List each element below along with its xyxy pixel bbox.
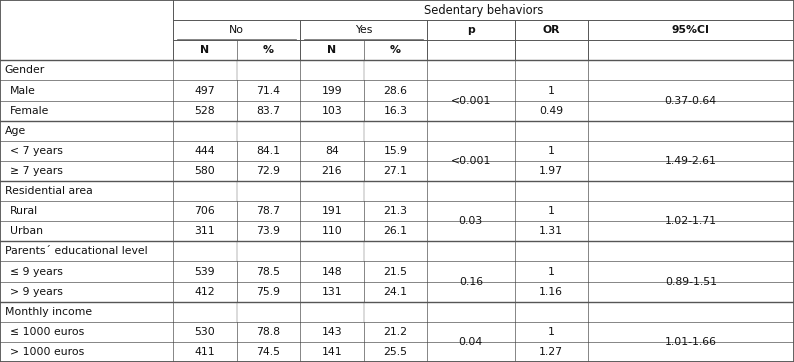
Text: 1.27: 1.27 xyxy=(539,347,563,357)
Text: > 9 years: > 9 years xyxy=(10,287,63,296)
Text: 497: 497 xyxy=(195,85,215,96)
Text: 1: 1 xyxy=(548,206,554,216)
Text: No: No xyxy=(229,25,244,35)
Text: 21.5: 21.5 xyxy=(384,266,407,277)
Text: 28.6: 28.6 xyxy=(384,85,407,96)
Text: <0.001: <0.001 xyxy=(451,96,491,106)
Text: N: N xyxy=(200,45,210,55)
Text: 0.37-0.64: 0.37-0.64 xyxy=(665,96,717,106)
Text: 95%CI: 95%CI xyxy=(672,25,710,35)
Text: 84.1: 84.1 xyxy=(256,146,280,156)
Text: 0.49: 0.49 xyxy=(539,106,563,115)
Text: 1.02-1.71: 1.02-1.71 xyxy=(665,216,717,226)
Text: 530: 530 xyxy=(195,327,215,337)
Text: Sedentary behaviors: Sedentary behaviors xyxy=(424,4,543,17)
Text: 1: 1 xyxy=(548,266,554,277)
Text: ≤ 1000 euros: ≤ 1000 euros xyxy=(10,327,84,337)
Text: 311: 311 xyxy=(195,226,215,236)
Text: Yes: Yes xyxy=(355,25,372,35)
Text: 444: 444 xyxy=(195,146,215,156)
Text: 24.1: 24.1 xyxy=(384,287,407,296)
Text: 74.5: 74.5 xyxy=(256,347,280,357)
Text: 15.9: 15.9 xyxy=(384,146,407,156)
Text: 72.9: 72.9 xyxy=(256,166,280,176)
Text: 0.89-1.51: 0.89-1.51 xyxy=(665,277,717,287)
Text: Monthly income: Monthly income xyxy=(5,307,92,317)
Text: 1.31: 1.31 xyxy=(539,226,563,236)
Text: 412: 412 xyxy=(195,287,215,296)
Text: Urban: Urban xyxy=(10,226,43,236)
Text: 1: 1 xyxy=(548,146,554,156)
Text: Female: Female xyxy=(10,106,49,115)
Text: Residential area: Residential area xyxy=(5,186,93,196)
Text: 0.16: 0.16 xyxy=(459,277,483,287)
Text: Parents´ educational level: Parents´ educational level xyxy=(5,247,148,256)
Text: 25.5: 25.5 xyxy=(384,347,407,357)
Text: 1.97: 1.97 xyxy=(539,166,563,176)
Text: 1: 1 xyxy=(548,85,554,96)
Text: ≤ 9 years: ≤ 9 years xyxy=(10,266,63,277)
Text: Rural: Rural xyxy=(10,206,37,216)
Text: 411: 411 xyxy=(195,347,215,357)
Text: 73.9: 73.9 xyxy=(256,226,280,236)
Text: N: N xyxy=(327,45,337,55)
Text: 27.1: 27.1 xyxy=(384,166,407,176)
Text: 141: 141 xyxy=(322,347,342,357)
Text: 199: 199 xyxy=(322,85,342,96)
Text: 21.2: 21.2 xyxy=(384,327,407,337)
Text: OR: OR xyxy=(542,25,560,35)
Text: 1.16: 1.16 xyxy=(539,287,563,296)
Text: 78.8: 78.8 xyxy=(256,327,280,337)
Text: 103: 103 xyxy=(322,106,342,115)
Text: 1: 1 xyxy=(548,327,554,337)
Text: 143: 143 xyxy=(322,327,342,337)
Text: 706: 706 xyxy=(195,206,215,216)
Text: 539: 539 xyxy=(195,266,215,277)
Text: 26.1: 26.1 xyxy=(384,226,407,236)
Text: ≥ 7 years: ≥ 7 years xyxy=(10,166,63,176)
Text: 16.3: 16.3 xyxy=(384,106,407,115)
Text: Male: Male xyxy=(10,85,36,96)
Text: <0.001: <0.001 xyxy=(451,156,491,166)
Text: 110: 110 xyxy=(322,226,342,236)
Text: 0.03: 0.03 xyxy=(459,216,483,226)
Text: 75.9: 75.9 xyxy=(256,287,280,296)
Text: 131: 131 xyxy=(322,287,342,296)
Text: 580: 580 xyxy=(195,166,215,176)
Text: Age: Age xyxy=(5,126,26,136)
Text: 528: 528 xyxy=(195,106,215,115)
Text: %: % xyxy=(263,45,274,55)
Text: 1.49-2.61: 1.49-2.61 xyxy=(665,156,717,166)
Text: 84: 84 xyxy=(325,146,339,156)
Text: < 7 years: < 7 years xyxy=(10,146,63,156)
Text: 148: 148 xyxy=(322,266,342,277)
Text: 78.5: 78.5 xyxy=(256,266,280,277)
Text: 0.04: 0.04 xyxy=(459,337,483,347)
Text: 191: 191 xyxy=(322,206,342,216)
Text: 83.7: 83.7 xyxy=(256,106,280,115)
Text: %: % xyxy=(390,45,401,55)
Text: 216: 216 xyxy=(322,166,342,176)
Text: Gender: Gender xyxy=(5,66,45,75)
Text: 1.01-1.66: 1.01-1.66 xyxy=(665,337,717,347)
Text: p: p xyxy=(467,25,475,35)
Text: 78.7: 78.7 xyxy=(256,206,280,216)
Text: 21.3: 21.3 xyxy=(384,206,407,216)
Text: 71.4: 71.4 xyxy=(256,85,280,96)
Text: > 1000 euros: > 1000 euros xyxy=(10,347,84,357)
